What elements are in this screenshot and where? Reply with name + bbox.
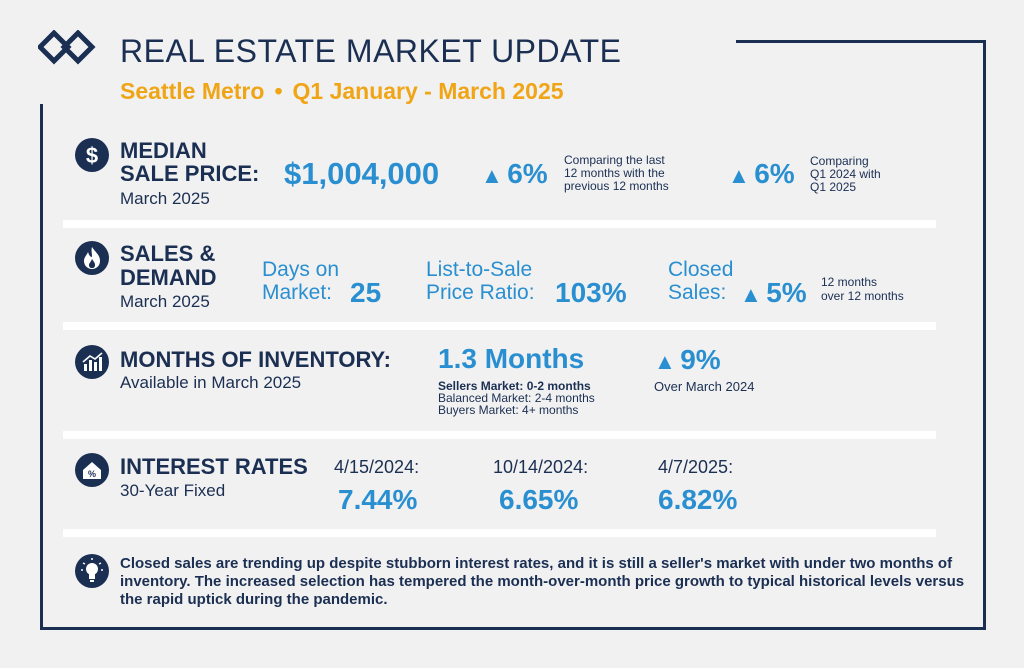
list-to-sale-value: 103% xyxy=(555,277,627,308)
median-change-2: ▲ 6% xyxy=(728,158,795,190)
section-divider xyxy=(63,220,936,228)
closed-sales-label-line1: Closed xyxy=(668,258,734,281)
page-subtitle: Seattle Metro • Q1 January - March 2025 xyxy=(120,78,564,105)
median-heading-line2: SALE PRICE: xyxy=(120,161,260,186)
section-divider xyxy=(63,322,936,330)
median-change-1-note-line1: Comparing the last xyxy=(564,153,665,167)
sales-heading-line2: DEMAND xyxy=(120,265,217,290)
days-on-market-label-line2: Market: xyxy=(262,281,333,304)
median-heading-line1: MEDIAN xyxy=(120,138,207,163)
flame-icon xyxy=(75,241,109,275)
rate-value-2: 6.65% xyxy=(499,484,579,515)
summary-text: Closed sales are trending up despite stu… xyxy=(120,555,965,608)
up-arrow-icon: ▲ xyxy=(728,163,750,188)
up-arrow-icon: ▲ xyxy=(740,282,762,307)
list-to-sale-label-line2: Price Ratio: xyxy=(426,281,535,304)
region-label: Seattle Metro xyxy=(120,78,265,104)
closed-sales-label-line2: Sales: xyxy=(668,281,727,304)
rate-value-3: 6.82% xyxy=(658,484,738,515)
up-arrow-icon: ▲ xyxy=(654,349,676,374)
closed-sales-change: ▲ 5% xyxy=(740,277,807,309)
median-sale-price-value: $1,004,000 xyxy=(284,156,440,191)
sales-heading-line1: SALES & xyxy=(120,241,216,266)
section-divider xyxy=(63,529,936,537)
frame-right-line xyxy=(983,40,986,630)
days-on-market-value: 25 xyxy=(350,277,382,308)
inventory-change-value: 9% xyxy=(680,344,721,375)
interest-rates-subheading: 30-Year Fixed xyxy=(120,481,226,500)
up-arrow-icon: ▲ xyxy=(481,163,503,188)
page-title: REAL ESTATE MARKET UPDATE xyxy=(120,33,622,69)
rate-value-1: 7.44% xyxy=(338,484,418,515)
sales-subheading: March 2025 xyxy=(120,292,210,311)
closed-sales-value: 5% xyxy=(766,277,807,308)
inventory-change: ▲ 9% xyxy=(654,344,721,376)
median-change-2-note-line3: Q1 2025 xyxy=(810,180,857,194)
svg-text:$: $ xyxy=(86,143,98,168)
rate-date-1: 4/15/2024: xyxy=(334,457,420,477)
frame-left-line xyxy=(40,104,43,630)
median-change-2-note-line1: Comparing xyxy=(810,154,869,168)
median-subheading: March 2025 xyxy=(120,189,210,208)
interest-rates-heading: INTEREST RATES xyxy=(120,454,308,479)
median-change-2-note-line2: Q1 2024 with xyxy=(810,167,881,181)
balanced-market-note: Balanced Market: 2-4 months xyxy=(438,391,595,405)
lightbulb-icon xyxy=(75,554,109,588)
frame-bottom-line xyxy=(40,627,986,630)
sellers-market-note: Sellers Market: 0-2 months xyxy=(438,379,591,393)
inventory-change-note: Over March 2024 xyxy=(654,379,755,394)
median-change-1-note-line3: previous 12 months xyxy=(564,179,669,193)
closed-sales-note-line1: 12 months xyxy=(821,275,878,289)
median-change-1-note-line2: 12 months with the xyxy=(564,166,665,180)
median-change-1-value: 6% xyxy=(507,158,548,189)
median-change-2-value: 6% xyxy=(754,158,795,189)
period-label: Q1 January - March 2025 xyxy=(292,78,564,104)
svg-text:%: % xyxy=(88,469,96,479)
brand-logo xyxy=(38,30,96,65)
frame-top-line xyxy=(736,40,986,43)
inventory-subheading: Available in March 2025 xyxy=(120,373,302,392)
days-on-market-label-line1: Days on xyxy=(262,258,340,281)
inventory-value: 1.3 Months xyxy=(438,343,585,374)
inventory-heading: MONTHS OF INVENTORY: xyxy=(120,347,391,372)
rate-date-2: 10/14/2024: xyxy=(493,457,589,477)
dollar-icon: $ xyxy=(75,138,109,172)
separator-dot: • xyxy=(274,78,283,104)
list-to-sale-label-line1: List-to-Sale xyxy=(426,258,533,281)
median-change-1: ▲ 6% xyxy=(481,158,548,190)
section-divider xyxy=(63,431,936,439)
rate-date-3: 4/7/2025: xyxy=(658,457,734,477)
bar-chart-icon xyxy=(75,345,109,379)
house-percent-icon: % xyxy=(75,453,109,487)
closed-sales-note-line2: over 12 months xyxy=(821,289,904,303)
buyers-market-note: Buyers Market: 4+ months xyxy=(438,403,579,417)
